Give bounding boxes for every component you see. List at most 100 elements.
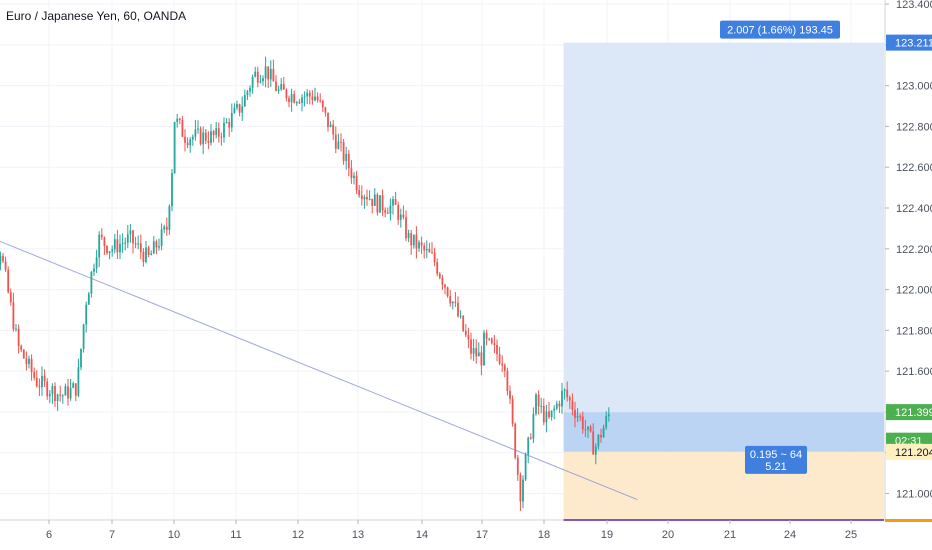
candle-body: [467, 335, 470, 340]
candle-body: [412, 234, 415, 246]
candle-body: [558, 403, 561, 407]
candle-body: [225, 122, 228, 124]
candle-body: [111, 249, 114, 252]
candle-body: [25, 358, 28, 364]
candle-body: [293, 94, 296, 103]
candle-body: [342, 142, 345, 161]
candle-body: [69, 387, 72, 399]
candle-body: [587, 426, 589, 430]
candle-body: [415, 234, 418, 249]
candle-body: [142, 251, 145, 262]
price-tick-label: 121.600: [896, 366, 932, 378]
candle-body: [496, 344, 498, 355]
pl-badge-line2: 5.21: [765, 461, 786, 473]
candle-body: [184, 136, 186, 143]
price-axis[interactable]: 121.000121.200121.400121.600121.800122.0…: [884, 0, 932, 520]
candle-body: [17, 328, 20, 346]
pl-badge: [745, 445, 807, 474]
candle-body: [324, 107, 327, 113]
candle-body: [158, 246, 160, 248]
candle-body: [399, 214, 402, 220]
candle-body: [529, 437, 532, 439]
time-tick-label: 6: [46, 529, 52, 541]
time-axis[interactable]: 6 7 10 11 12 13 14 17 18 19 20 21 24 25: [0, 519, 932, 541]
candle-body: [236, 104, 238, 108]
candle-body: [173, 121, 176, 174]
candle-body: [72, 383, 75, 388]
position-range-bar: [563, 519, 884, 521]
candle-body: [418, 242, 420, 249]
candle-body: [20, 345, 23, 350]
candle-body: [402, 214, 405, 218]
candle-body: [103, 237, 106, 246]
candle-body: [7, 269, 10, 293]
candle-body: [373, 194, 376, 206]
candle-body: [527, 437, 530, 455]
candle-body: [542, 405, 545, 423]
candle-body: [592, 431, 595, 455]
candle-body: [485, 332, 488, 339]
candle-body: [295, 102, 298, 104]
candle-body: [181, 120, 184, 137]
trendline-line[interactable]: [0, 230, 638, 501]
candle-body: [171, 173, 173, 207]
candle-body: [202, 132, 205, 145]
candle-body: [262, 78, 264, 82]
candle-body: [332, 124, 335, 135]
entry-price-label: [886, 443, 932, 460]
price-tick-label: 122.200: [896, 244, 932, 256]
candle-body: [197, 128, 199, 130]
candle-body: [360, 195, 363, 200]
candle-body: [350, 168, 353, 179]
trendline[interactable]: [0, 230, 638, 501]
candle-body: [563, 389, 566, 391]
candle-body: [51, 386, 54, 395]
candle-body: [316, 96, 319, 101]
candle-body: [82, 324, 85, 349]
candle-body: [121, 243, 124, 245]
candle-body: [477, 352, 480, 357]
candle-body: [319, 100, 322, 102]
candle-body: [194, 129, 197, 137]
candle-body: [100, 234, 103, 238]
candle-body: [90, 271, 93, 294]
candle-body: [160, 229, 163, 247]
candle-body: [431, 252, 433, 254]
candle-body: [155, 241, 158, 248]
candle-body: [506, 370, 509, 392]
candle-body: [423, 245, 426, 251]
candle-body: [397, 204, 400, 220]
candle-body: [116, 239, 119, 253]
candle-body: [306, 92, 309, 97]
candle-body: [340, 141, 342, 143]
profit-zone: [563, 42, 884, 413]
candle-body: [334, 134, 337, 149]
candle-body: [251, 76, 254, 88]
candle-body: [371, 198, 374, 206]
candle-body: [189, 139, 192, 146]
candle-body: [275, 81, 277, 91]
candle-body: [48, 394, 51, 397]
candle-body: [87, 293, 90, 305]
candle-body: [215, 128, 218, 136]
candle-body: [272, 68, 275, 82]
candle-body: [41, 375, 43, 388]
time-tick-label: 19: [601, 529, 613, 541]
candle-body: [366, 196, 368, 200]
candle-body: [311, 96, 314, 101]
candle-body: [150, 253, 153, 256]
candle-body: [501, 363, 504, 366]
candle-body: [457, 302, 459, 317]
candle-body: [15, 328, 17, 330]
candle-body: [246, 91, 249, 96]
time-tick-label: 11: [230, 529, 241, 541]
candle-body: [532, 413, 535, 439]
candle-body: [228, 122, 231, 128]
candle-body: [137, 243, 140, 245]
candle-body: [191, 136, 194, 140]
candle-body: [602, 427, 605, 438]
candle-body: [230, 112, 233, 128]
candle-body: [436, 262, 439, 274]
candle-body: [108, 251, 111, 254]
